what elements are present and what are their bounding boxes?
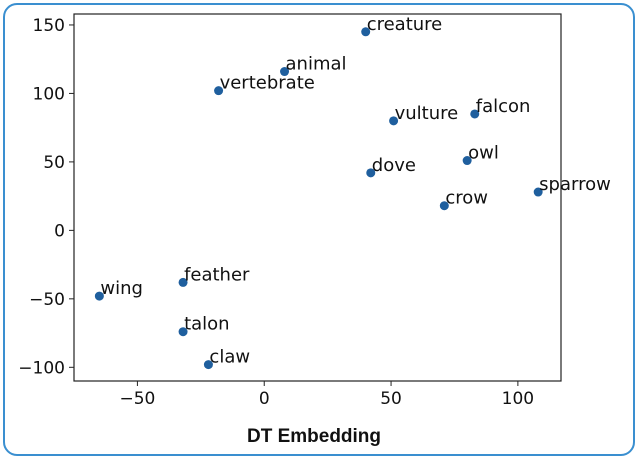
y-tick-label: 150 bbox=[33, 16, 65, 36]
y-tick-label: 50 bbox=[43, 153, 65, 173]
point-label-talon: talon bbox=[184, 314, 230, 335]
y-tick-label: −50 bbox=[29, 290, 65, 310]
x-axis-label: DT Embedding bbox=[247, 426, 381, 447]
x-tick-label: 100 bbox=[502, 389, 534, 409]
x-tick-label: 50 bbox=[380, 389, 402, 409]
point-label-feather: feather bbox=[184, 264, 250, 285]
scatter-point-vertebrate bbox=[214, 86, 224, 96]
point-label-owl: owl bbox=[468, 143, 499, 164]
point-label-animal: animal bbox=[286, 54, 347, 75]
scatter-point-crow bbox=[439, 201, 449, 211]
scatter-point-feather bbox=[178, 277, 188, 287]
scatter-point-falcon bbox=[470, 109, 480, 119]
scatter-point-sparrow bbox=[533, 187, 543, 197]
scatter-point-creature bbox=[361, 27, 371, 37]
axis-ticks: −50 0 50 100 −100 −50 0 50 100 150 bbox=[18, 16, 534, 409]
scatter-point-dove bbox=[366, 168, 376, 178]
plot-area bbox=[73, 13, 562, 382]
point-label-wing: wing bbox=[100, 278, 143, 299]
scatter-point-claw bbox=[203, 360, 213, 370]
y-tick-label: −100 bbox=[18, 358, 65, 378]
y-tick-label: 0 bbox=[54, 221, 65, 241]
point-label-creature: creature bbox=[367, 14, 443, 35]
point-label-crow: crow bbox=[445, 188, 488, 209]
point-label-claw: claw bbox=[209, 347, 250, 368]
scatter-point-owl bbox=[462, 156, 472, 166]
point-label-dove: dove bbox=[372, 155, 416, 176]
point-label-vulture: vulture bbox=[395, 103, 459, 124]
point-label-vertebrate: vertebrate bbox=[220, 73, 315, 94]
x-tick-label: −50 bbox=[119, 389, 155, 409]
y-tick-label: 100 bbox=[33, 84, 65, 104]
scatter-point-vulture bbox=[389, 116, 399, 126]
point-label-sparrow: sparrow bbox=[539, 174, 611, 195]
x-tick-label: 0 bbox=[259, 389, 270, 409]
scatter-point-animal bbox=[280, 67, 290, 77]
scatter-point-wing bbox=[94, 291, 104, 301]
scatter-point-talon bbox=[178, 327, 188, 337]
point-label-falcon: falcon bbox=[476, 96, 531, 117]
